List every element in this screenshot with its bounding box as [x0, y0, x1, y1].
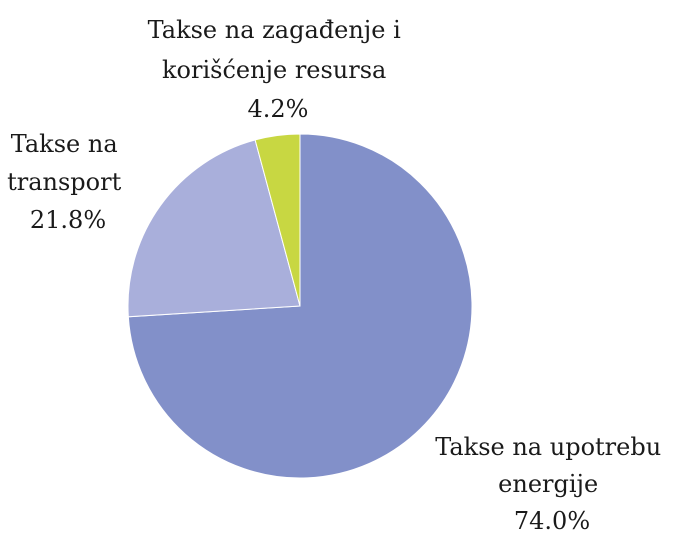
slice-label-transport-line2: transport [7, 168, 121, 196]
slice-label-pollution-line2: korišćenje resursa [162, 56, 386, 84]
slice-value-pollution: 4.2% [248, 95, 309, 123]
slice-label-transport: Takse na transport 21.8% [7, 130, 129, 234]
slice-label-transport-line1: Takse na [11, 130, 118, 158]
slice-label-pollution-line1: Takse na zagađenje i [148, 16, 401, 44]
slice-label-energy: Takse na upotrebu energije 74.0% [435, 433, 669, 535]
slice-label-energy-line1: Takse na upotrebu [435, 433, 661, 461]
pie-slice-transport [127, 139, 301, 318]
slice-value-transport: 21.8% [30, 206, 106, 234]
slice-label-pollution: Takse na zagađenje i korišćenje resursa … [148, 16, 409, 123]
slice-label-energy-line2: energije [498, 470, 598, 498]
slice-value-energy: 74.0% [514, 507, 590, 535]
pie-slices [127, 133, 473, 479]
pie-slice-pollution [254, 133, 301, 307]
